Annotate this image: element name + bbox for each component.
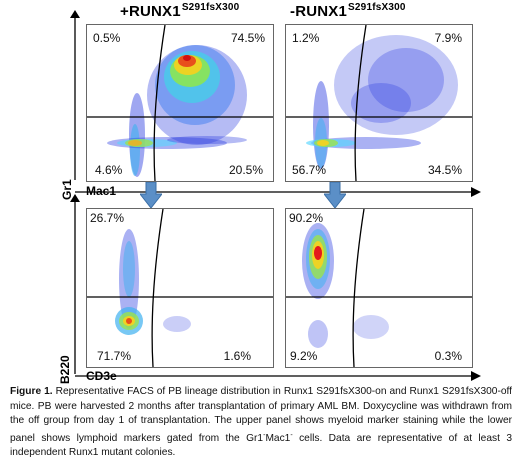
density-cloud [302, 223, 389, 348]
quadrant-lower-left: 4.6% [95, 163, 123, 177]
figure-caption: Figure 1. Representative FACS of PB line… [10, 385, 512, 461]
panel-title-text: +RUNX1 [120, 3, 181, 20]
facs-density-top-right [286, 25, 472, 181]
gate-line-vertical [153, 25, 166, 181]
gating-arrow-left [140, 182, 162, 208]
panel-title-superscript: S291fsX300 [348, 2, 406, 13]
quadrant-upper-left: 90.2% [289, 211, 324, 225]
gate-line-vertical [354, 25, 367, 181]
gate-line-vertical [352, 209, 365, 367]
y-axis-arrow-bottom [70, 194, 80, 374]
y-axis-arrow-top [70, 10, 80, 180]
gate-line-vertical [151, 209, 164, 367]
caption-label: Figure 1. [10, 386, 53, 397]
gating-arrow-right [324, 182, 346, 208]
caption-text-mid: Mac1 [265, 432, 291, 444]
caption-text-part2: cells. Data are representative of at lea… [10, 432, 512, 459]
quadrant-upper-left: 0.5% [93, 31, 121, 45]
quadrant-lower-right: 1.6% [223, 349, 251, 363]
quadrant-upper-right: 7.9% [434, 31, 462, 45]
facs-plot-bottom-left: 26.7% 71.7% 1.6% [86, 208, 274, 368]
quadrant-lower-left: 56.7% [292, 163, 327, 177]
quadrant-upper-left: 26.7% [90, 211, 125, 225]
panel-title-superscript: S291fsX300 [181, 2, 240, 13]
facs-plot-top-right: 1.2% 7.9% 56.7% 34.5% [285, 24, 473, 182]
quadrant-lower-left: 9.2% [290, 349, 318, 363]
panel-title-runx1-on: +RUNX1S291fsX300 [120, 2, 239, 20]
quadrant-lower-right: 34.5% [427, 163, 462, 177]
facs-density-top-left [87, 25, 273, 181]
caption-text-part1: Representative FACS of PB lineage distri… [10, 386, 512, 444]
density-cloud [115, 229, 191, 335]
quadrant-lower-left: 71.7% [97, 349, 132, 363]
caption-sup2: - [290, 431, 293, 439]
axis-label-mac1: Mac1 [86, 184, 117, 198]
quadrant-upper-left: 1.2% [292, 31, 320, 45]
x-axis-arrow-bottom [75, 371, 481, 381]
facs-density-bottom-left [87, 209, 273, 367]
density-cloud [107, 45, 247, 177]
density-cloud [306, 35, 458, 169]
facs-plot-top-left: 0.5% 74.5% 4.6% 20.5% [86, 24, 274, 182]
x-axis-arrow-top [75, 187, 481, 197]
panel-title-runx1-off: -RUNX1S291fsX300 [290, 2, 406, 20]
quadrant-lower-right: 20.5% [228, 163, 263, 177]
quadrant-upper-right: 74.5% [230, 31, 265, 45]
facs-plot-bottom-right: 90.2% 9.2% 0.3% [285, 208, 473, 368]
caption-sup1: - [263, 431, 266, 439]
facs-density-bottom-right [286, 209, 472, 367]
quadrant-lower-right: 0.3% [434, 349, 462, 363]
panel-title-text: -RUNX1 [290, 3, 348, 20]
